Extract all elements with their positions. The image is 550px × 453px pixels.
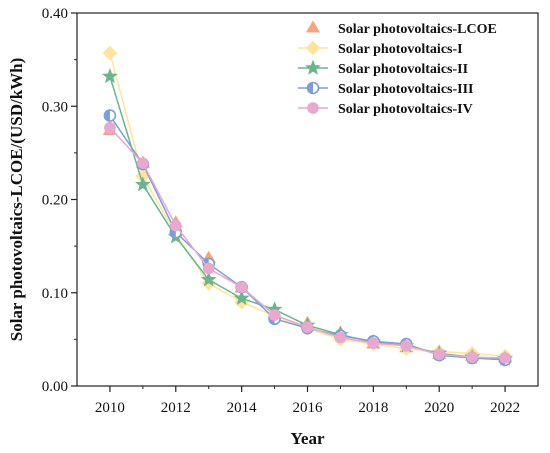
series-5-point [104, 121, 116, 134]
x-tick-label: 2010 [95, 400, 125, 416]
x-tick-label: 2014 [227, 400, 258, 416]
series-4-point [103, 109, 117, 122]
legend-marker [305, 40, 321, 56]
legend-marker [305, 20, 321, 33]
y-tick-label: 0.00 [42, 379, 68, 395]
series-5-point [367, 337, 380, 349]
y-axis-label: Solar photovoltaics-LCOE/(USD/kWh) [7, 58, 26, 342]
x-tick-label: 2022 [490, 400, 520, 416]
y-tick-label: 0.40 [42, 6, 68, 22]
plot-area [102, 45, 513, 367]
legend-label: Solar photovoltaics-III [338, 82, 473, 97]
legend-label: Solar photovoltaics-II [338, 62, 468, 77]
y-tick-label: 0.10 [42, 286, 68, 302]
x-tick-label: 2020 [424, 400, 454, 416]
axes: 0.00 0.10 0.20 0.30 0.40 2010 2012 2014 2016 2018… [42, 6, 539, 416]
series-5-point [268, 309, 281, 321]
series-5 [104, 121, 511, 364]
legend-item-4: Solar photovoltaics-III [298, 81, 473, 97]
y-tick-label: 0.30 [42, 99, 68, 115]
series-2-line [109, 52, 506, 357]
series-5-point [433, 348, 446, 361]
legend-marker [307, 102, 319, 114]
x-tick-label: 2018 [358, 400, 388, 416]
series-3-point [233, 290, 250, 306]
legend-label: Solar photovoltaics-IV [338, 102, 473, 117]
series-5-point [466, 351, 478, 363]
legend-item-2: Solar photovoltaics-I [298, 40, 463, 57]
series-5-point [334, 331, 347, 344]
x-tick-label: 2012 [161, 400, 191, 416]
legend-marker [306, 81, 320, 95]
legend-label: Solar photovoltaics-I [338, 42, 463, 57]
x-tick-label: 2016 [293, 400, 324, 416]
series-3-point [102, 68, 118, 84]
series-5-point [301, 321, 314, 334]
series-2-point [102, 45, 118, 61]
legend-item-1: Solar photovoltaics-LCOE [305, 20, 497, 37]
legend-marker [305, 59, 321, 75]
series-3-point [134, 176, 151, 192]
series-5-point [400, 340, 413, 352]
series-5-point [499, 352, 511, 364]
y-tick-label: 0.20 [42, 193, 68, 209]
x-axis-label: Year [291, 429, 325, 448]
series-5-point [235, 281, 248, 293]
series-3-point [200, 271, 217, 287]
legend-item-3: Solar photovoltaics-II [298, 59, 468, 77]
legend-label: Solar photovoltaics-LCOE [338, 22, 497, 37]
series-5-point [169, 219, 182, 232]
legend-marker-fill [307, 82, 313, 94]
series-5-point [137, 157, 149, 169]
series-5-point [202, 262, 215, 275]
legend: Solar photovoltaics-LCOE Solar photovolta… [298, 20, 497, 117]
legend-item-5: Solar photovoltaics-IV [298, 102, 473, 117]
series-4-point-fill [104, 110, 110, 122]
